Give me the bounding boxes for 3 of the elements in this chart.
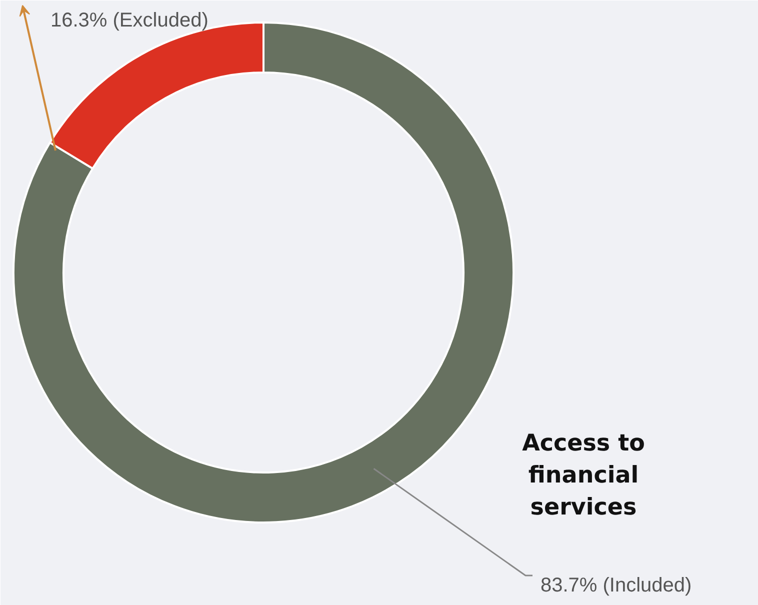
slice-label: 83.7% (Included): [540, 574, 692, 596]
text: Access to financial services: [522, 430, 645, 520]
slice-label: 16.3% (Excluded): [50, 10, 208, 32]
